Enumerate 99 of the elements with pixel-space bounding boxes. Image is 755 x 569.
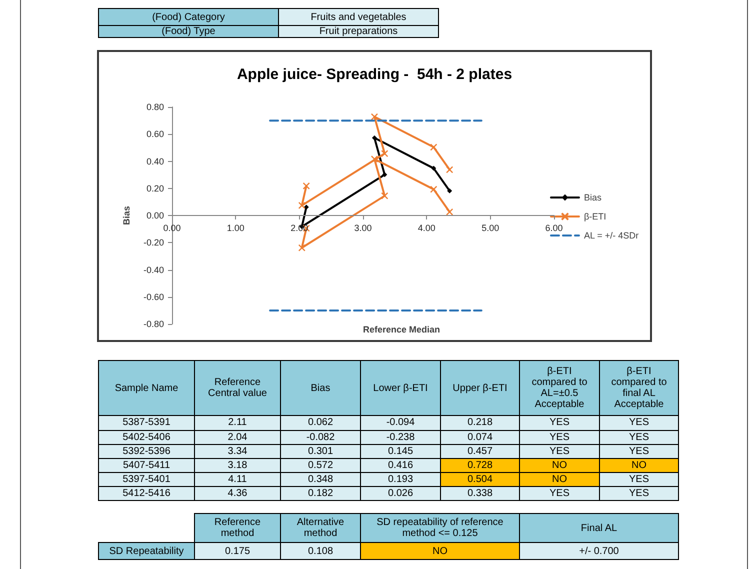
text: SD repeatability of reference method <= 0.125 bbox=[360, 513, 520, 543]
text: 0.175 bbox=[194, 542, 281, 560]
text: 0.572 bbox=[280, 458, 361, 473]
text: (Food) Type bbox=[98, 25, 279, 38]
text: YES bbox=[519, 444, 600, 459]
text: β-ETI compared to final AL Acceptable bbox=[599, 360, 679, 416]
text: -0.094 bbox=[360, 415, 441, 430]
point bbox=[381, 150, 388, 158]
text: 0.026 bbox=[360, 486, 441, 501]
text: 0.301 bbox=[280, 444, 361, 459]
text: NO bbox=[519, 472, 600, 487]
text: 0.182 bbox=[280, 486, 361, 501]
x-tick-label: 0.00 bbox=[163, 223, 181, 233]
text: Reference method bbox=[194, 513, 281, 543]
text: SD Repeatability bbox=[98, 542, 195, 560]
point bbox=[370, 155, 378, 163]
x-tick-label: 5.00 bbox=[482, 223, 500, 233]
point bbox=[370, 113, 378, 120]
point bbox=[298, 202, 306, 210]
text: 5397-5401 bbox=[98, 472, 195, 487]
text: NO bbox=[519, 458, 600, 473]
text: 0.193 bbox=[360, 472, 441, 487]
text: 5412-5416 bbox=[98, 486, 195, 501]
x-tick-label: 3.00 bbox=[354, 223, 372, 233]
y-tick-label: -0.20 bbox=[143, 238, 164, 248]
text: 5407-5411 bbox=[98, 458, 195, 473]
text: Alternative method bbox=[280, 513, 361, 543]
y-tick-label: -0.60 bbox=[143, 292, 164, 302]
text: 0.348 bbox=[280, 472, 361, 487]
point bbox=[431, 166, 436, 171]
text: YES bbox=[599, 472, 679, 487]
y-tick-label: -0.80 bbox=[143, 319, 164, 329]
text: YES bbox=[519, 430, 600, 445]
text: 2.04 bbox=[194, 430, 281, 445]
point bbox=[302, 182, 310, 190]
text: YES bbox=[599, 486, 679, 501]
text: +/- 0.700 bbox=[519, 542, 679, 560]
text: (Food) Category bbox=[98, 8, 279, 26]
text: 4.36 bbox=[194, 486, 281, 501]
legend-label: β-ETI bbox=[584, 212, 606, 222]
text: 0.504 bbox=[440, 472, 520, 487]
legend-label: AL = +/- 4SDr bbox=[584, 230, 639, 240]
text: Lower β-ETI bbox=[360, 360, 441, 416]
text: YES bbox=[599, 444, 679, 459]
y-axis-title: Bias bbox=[122, 206, 132, 226]
point bbox=[382, 172, 388, 178]
text: 0.338 bbox=[440, 486, 520, 501]
text: 2.11 bbox=[194, 415, 281, 430]
text: Reference Central value bbox=[194, 360, 281, 416]
text: 0.457 bbox=[440, 444, 520, 459]
y-tick-label: 0.80 bbox=[146, 102, 164, 112]
y-tick-label: 0.60 bbox=[146, 129, 164, 140]
point bbox=[298, 244, 306, 252]
text: Upper β-ETI bbox=[440, 360, 520, 416]
text: Bias bbox=[280, 360, 361, 416]
text: β-ETI compared to AL=±0.5 Acceptable bbox=[519, 360, 600, 416]
text: 0.728 bbox=[440, 458, 520, 473]
text: 5402-5406 bbox=[98, 430, 195, 445]
text: 5387-5391 bbox=[98, 415, 195, 430]
text: 0.145 bbox=[360, 444, 441, 459]
x-axis-title: Reference Median bbox=[363, 324, 440, 334]
legend-label: Bias bbox=[584, 192, 602, 202]
text: 3.34 bbox=[194, 444, 281, 459]
point bbox=[430, 186, 438, 193]
text: Final AL bbox=[519, 513, 679, 543]
point bbox=[447, 188, 452, 194]
point bbox=[430, 144, 438, 151]
x-tick-label: 1.00 bbox=[226, 223, 244, 233]
point bbox=[381, 192, 388, 200]
chart-title: Apple juice- Spreading - 54h - 2 plates bbox=[236, 66, 512, 83]
text: 0.108 bbox=[280, 542, 361, 560]
text: 0.218 bbox=[440, 415, 520, 430]
text: YES bbox=[599, 415, 679, 430]
point bbox=[446, 166, 454, 174]
y-tick-label: 0.20 bbox=[146, 183, 164, 194]
text: NO bbox=[360, 542, 520, 560]
text: 3.18 bbox=[194, 458, 281, 473]
text: 0.074 bbox=[440, 430, 520, 445]
text: 0.062 bbox=[280, 415, 361, 430]
y-tick-label: -0.40 bbox=[143, 264, 164, 275]
point bbox=[304, 204, 309, 210]
y-tick-label: 0.00 bbox=[146, 210, 164, 220]
text: 4.11 bbox=[194, 472, 281, 487]
text: Fruits and vegetables bbox=[278, 8, 439, 26]
text: YES bbox=[519, 486, 600, 501]
text: Sample Name bbox=[98, 360, 195, 416]
text: -0.082 bbox=[280, 430, 361, 445]
text: YES bbox=[599, 430, 679, 445]
point bbox=[446, 208, 454, 216]
text: 0.416 bbox=[360, 458, 441, 473]
text: Fruit preparations bbox=[278, 25, 439, 38]
text: 5392-5396 bbox=[98, 444, 195, 459]
y-tick-label: 0.40 bbox=[146, 156, 164, 166]
x-tick-label: 6.00 bbox=[545, 223, 563, 233]
x-tick-label: 4.00 bbox=[418, 223, 436, 233]
text: YES bbox=[519, 415, 600, 430]
text: -0.238 bbox=[360, 430, 441, 445]
text: NO bbox=[599, 458, 679, 473]
point bbox=[372, 135, 377, 140]
